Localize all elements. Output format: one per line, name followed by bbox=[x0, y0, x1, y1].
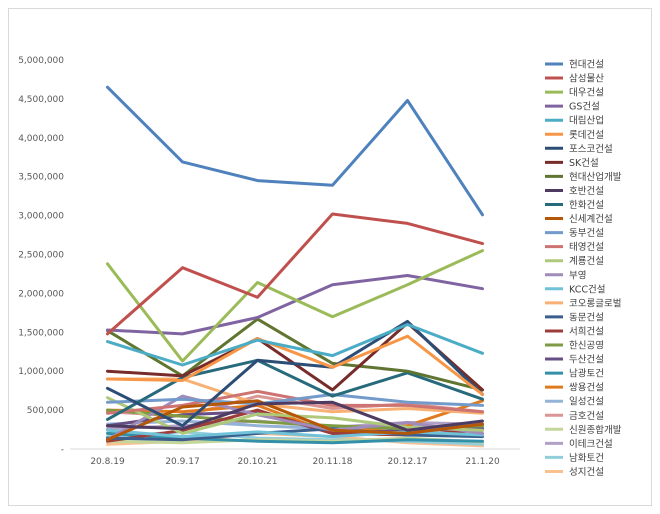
legend-label: 호반건설 bbox=[569, 186, 604, 197]
series-line bbox=[106, 319, 484, 428]
legend-item: 코오롱글로벌 bbox=[545, 298, 621, 309]
legend-label: 일성건설 bbox=[569, 397, 604, 408]
series-line bbox=[106, 400, 484, 432]
legend-label: 쌍용건설 bbox=[569, 383, 604, 394]
series-line bbox=[106, 358, 484, 421]
legend-label: 신세계건설 bbox=[569, 213, 613, 225]
series-line bbox=[106, 249, 484, 363]
legend-item: 태영건설 bbox=[545, 242, 604, 253]
legend-label: 금호건설 bbox=[569, 411, 604, 422]
series-line bbox=[106, 393, 484, 407]
series-line bbox=[106, 431, 484, 445]
y-tick-label: 4,500,000 bbox=[18, 95, 64, 105]
series-line bbox=[106, 323, 484, 367]
legend-label: 대림산업 bbox=[569, 115, 604, 127]
legend-label: 남광토건 bbox=[569, 368, 604, 380]
legend-item: 성지건설 bbox=[545, 467, 604, 478]
y-tick-label: 3,500,000 bbox=[18, 173, 64, 183]
legend-item: 대우건설 bbox=[545, 88, 604, 99]
legend-label: 삼성물산 bbox=[569, 74, 604, 85]
legend-item: 쌍용건설 bbox=[545, 383, 604, 394]
legend-item: 이테크건설 bbox=[545, 439, 613, 450]
legend-label: 포스코건설 bbox=[569, 144, 613, 155]
legend-label: 성지건설 bbox=[569, 467, 604, 478]
x-tick-label: 20.9.17 bbox=[165, 457, 199, 467]
legend-label: KCC건설 bbox=[569, 284, 605, 295]
legend-label: 태영건설 bbox=[569, 242, 604, 253]
x-tick-label: 20.8.19 bbox=[90, 457, 125, 467]
y-tick-label: 1,500,000 bbox=[18, 328, 64, 338]
legend-item: GS건설 bbox=[545, 102, 600, 113]
legend-item: 신세계건설 bbox=[545, 213, 613, 225]
legend-item: 동부건설 bbox=[545, 228, 604, 239]
legend-label: 부영 bbox=[569, 270, 586, 281]
series-line bbox=[106, 427, 484, 442]
legend-label: 두산건설 bbox=[569, 355, 604, 366]
legend-item: 부영 bbox=[545, 270, 586, 281]
legend-label: 대우건설 bbox=[569, 88, 604, 99]
legend-item: 두산건설 bbox=[545, 355, 604, 366]
y-tick-label: 500,000 bbox=[27, 406, 64, 416]
legend-item: 남화토건 bbox=[545, 453, 604, 464]
series-line bbox=[106, 334, 484, 396]
y-tick-label: 4,000,000 bbox=[18, 134, 64, 144]
series-line bbox=[106, 419, 484, 431]
x-tick-label: 20.11.18 bbox=[312, 457, 352, 467]
legend-item: 롯데건설 bbox=[545, 130, 604, 141]
x-tick-label: 20.10.21 bbox=[237, 457, 277, 467]
legend-item: SK건설 bbox=[545, 158, 599, 169]
legend-label: 롯데건설 bbox=[569, 130, 604, 141]
legend-item: 일성건설 bbox=[545, 397, 604, 408]
legend-label: GS건설 bbox=[569, 102, 600, 113]
legend-label: 현대산업개발 bbox=[569, 171, 622, 183]
legend-label: 동문건설 bbox=[569, 312, 604, 323]
y-tick-label: 3,000,000 bbox=[18, 212, 64, 222]
x-tick-label: 21.1.20 bbox=[465, 457, 500, 467]
legend-item: 한신공영 bbox=[545, 341, 604, 352]
legend-label: 한신공영 bbox=[569, 341, 604, 352]
series-line bbox=[106, 399, 484, 442]
legend-item: 호반건설 bbox=[545, 186, 604, 197]
y-tick-label: 1,000,000 bbox=[18, 367, 64, 377]
legend-item: 삼성물산 bbox=[545, 74, 604, 85]
legend-item: KCC건설 bbox=[545, 284, 605, 295]
legend-label: 이테크건설 bbox=[569, 439, 613, 450]
legend-label: 동부건설 bbox=[569, 228, 604, 239]
legend-label: 코오롱글로벌 bbox=[569, 298, 621, 309]
y-tick-label: 2,500,000 bbox=[18, 251, 64, 261]
legend-item: 한화건설 bbox=[545, 200, 604, 211]
legend-label: 현대건설 bbox=[569, 60, 604, 71]
legend-item: 신원종합개발 bbox=[545, 425, 622, 436]
series-lines bbox=[106, 85, 484, 448]
legend-item: 대림산업 bbox=[545, 115, 604, 127]
legend-label: 한화건설 bbox=[569, 200, 604, 211]
x-axis: 20.8.19 20.9.17 20.10.21 20.11.18 20.12.17 21… bbox=[70, 448, 520, 467]
legend-item: 현대산업개발 bbox=[545, 171, 622, 183]
legend-item: 동문건설 bbox=[545, 312, 604, 323]
legend-label: 신원종합개발 bbox=[569, 425, 622, 436]
legend-item: 현대건설 bbox=[545, 60, 604, 71]
legend-label: SK건설 bbox=[569, 158, 599, 169]
legend-item: 남광토건 bbox=[545, 368, 604, 380]
y-tick-label: 2,000,000 bbox=[18, 289, 64, 299]
y-tick-label: - bbox=[61, 445, 64, 455]
series-line bbox=[106, 85, 484, 217]
legend-label: 남화토건 bbox=[569, 453, 604, 464]
series-line bbox=[106, 212, 484, 336]
legend-item: 포스코건설 bbox=[545, 144, 613, 155]
legend-item: 서희건설 bbox=[545, 326, 604, 337]
legend-label: 서희건설 bbox=[569, 326, 604, 337]
legend-item: 금호건설 bbox=[545, 411, 604, 422]
y-tick-label: 5,000,000 bbox=[18, 56, 64, 66]
x-tick-label: 20.12.17 bbox=[387, 457, 427, 467]
series-line bbox=[106, 394, 484, 442]
legend-item: 계룡건설 bbox=[545, 255, 604, 267]
series-line bbox=[106, 317, 484, 392]
legend-label: 계룡건설 bbox=[569, 255, 604, 267]
y-axis: - 500,000 1,000,000 1,500,000 2,000,000 2,500… bbox=[18, 56, 64, 455]
